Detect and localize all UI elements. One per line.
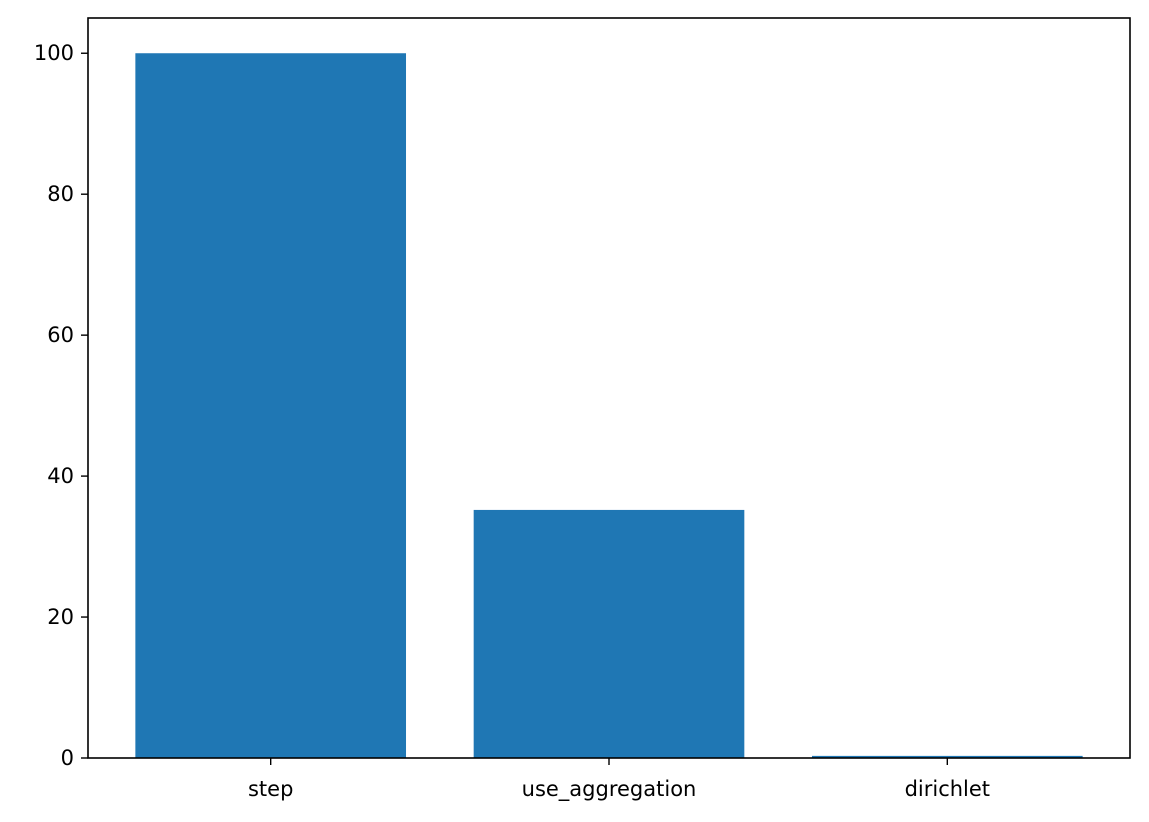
- bar-dirichlet: [811, 755, 1083, 758]
- x-tick-label: dirichlet: [905, 777, 990, 801]
- x-axis: step use_aggregation dirichlet: [248, 758, 990, 802]
- y-tick-label: 0: [61, 746, 74, 770]
- bar-use-aggregation: [473, 509, 745, 758]
- x-tick-label: step: [248, 777, 293, 801]
- y-tick-label: 60: [47, 323, 74, 347]
- y-tick-label: 20: [47, 605, 74, 629]
- bars-layer: [135, 53, 1083, 758]
- y-axis: 0 20 40 60 80 100: [34, 41, 88, 770]
- y-tick-label: 80: [47, 182, 74, 206]
- plot-frame: [87, 17, 1131, 759]
- y-tick-label: 100: [34, 41, 74, 65]
- x-tick-label: use_aggregation: [522, 777, 697, 802]
- y-tick-label: 40: [47, 464, 74, 488]
- bar-step: [135, 53, 407, 758]
